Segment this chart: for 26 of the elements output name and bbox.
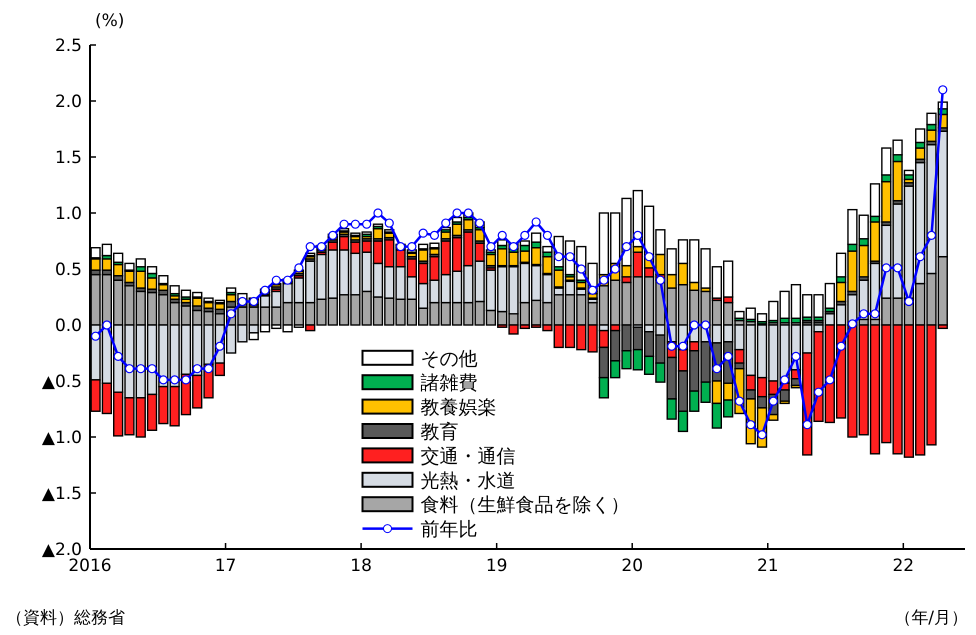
x-tick-label: 21 <box>756 556 779 576</box>
legend-label: 前年比 <box>420 518 478 541</box>
legend-label: 教養娯楽 <box>420 396 496 419</box>
x-tick-label: 19 <box>486 556 508 576</box>
x-tick-label: 20 <box>621 556 644 576</box>
y-tick-label: 2.5 <box>54 36 82 56</box>
y-tick-label: ▲1.5 <box>42 484 82 504</box>
legend-label: 食料（生鮮食品を除く） <box>420 494 630 516</box>
x-tick-label: 18 <box>350 556 372 576</box>
legend-label: 光熱・水道 <box>420 470 516 492</box>
text: （資料）総務省 <box>6 608 125 628</box>
x-tick-label: 22 <box>892 556 914 576</box>
legend-label: 交通・通信 <box>420 445 516 468</box>
legend-label: 諸雑費 <box>420 372 478 394</box>
y-tick-label: 2.0 <box>54 92 82 112</box>
legend-label: その他 <box>420 348 478 370</box>
y-tick-label: 0.0 <box>54 316 82 336</box>
x-axis-title: （年/月） <box>894 608 968 628</box>
x-tick-label: 17 <box>214 556 236 576</box>
y-tick-label: ▲0.5 <box>42 372 82 392</box>
y-tick-label: 1.0 <box>54 204 82 224</box>
y-tick-label: 1.5 <box>54 148 82 168</box>
y-axis-title: (%) <box>95 11 124 31</box>
y-tick-label: ▲1.0 <box>42 428 82 448</box>
y-tick-label: 0.5 <box>54 260 82 280</box>
legend-label: 教育 <box>420 421 458 443</box>
